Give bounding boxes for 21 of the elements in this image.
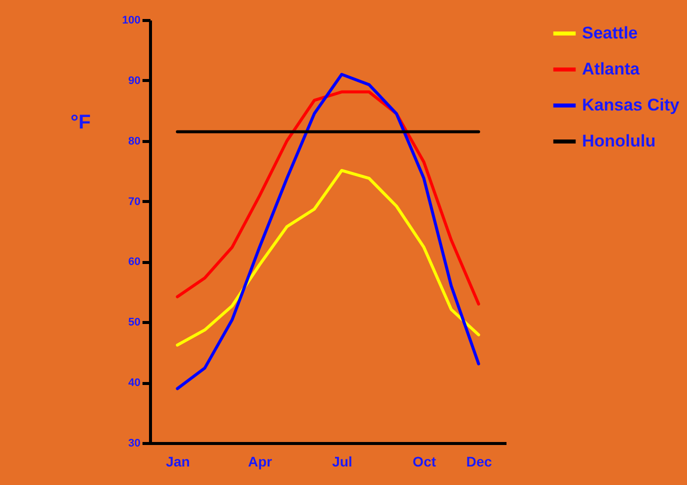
x-tick-label: Dec: [466, 454, 492, 470]
y-axis-title: °F: [70, 112, 91, 134]
line-series: [176, 72, 480, 390]
legend-label: Atlanta: [582, 60, 640, 78]
line-series: [176, 168, 480, 347]
y-tick-label: 60: [128, 256, 140, 268]
y-tick-label: 90: [128, 74, 140, 87]
x-tick-label: Jan: [166, 454, 190, 470]
y-tick-label: 100: [122, 14, 140, 26]
y-tick-label: 80: [128, 135, 140, 148]
y-tick-label: 70: [128, 196, 140, 208]
x-tick-label: Oct: [412, 454, 436, 470]
y-tick-label: 50: [128, 316, 140, 329]
y-tick-label: 30: [128, 438, 140, 450]
line-series: [176, 90, 480, 306]
legend-label: Kansas City: [582, 96, 680, 114]
legend-label: Seattle: [582, 24, 638, 42]
x-tick-label: Jul: [332, 454, 352, 470]
x-tick-label: Apr: [248, 454, 273, 470]
y-tick-label: 40: [128, 377, 140, 390]
legend-label: Honolulu: [582, 132, 656, 150]
